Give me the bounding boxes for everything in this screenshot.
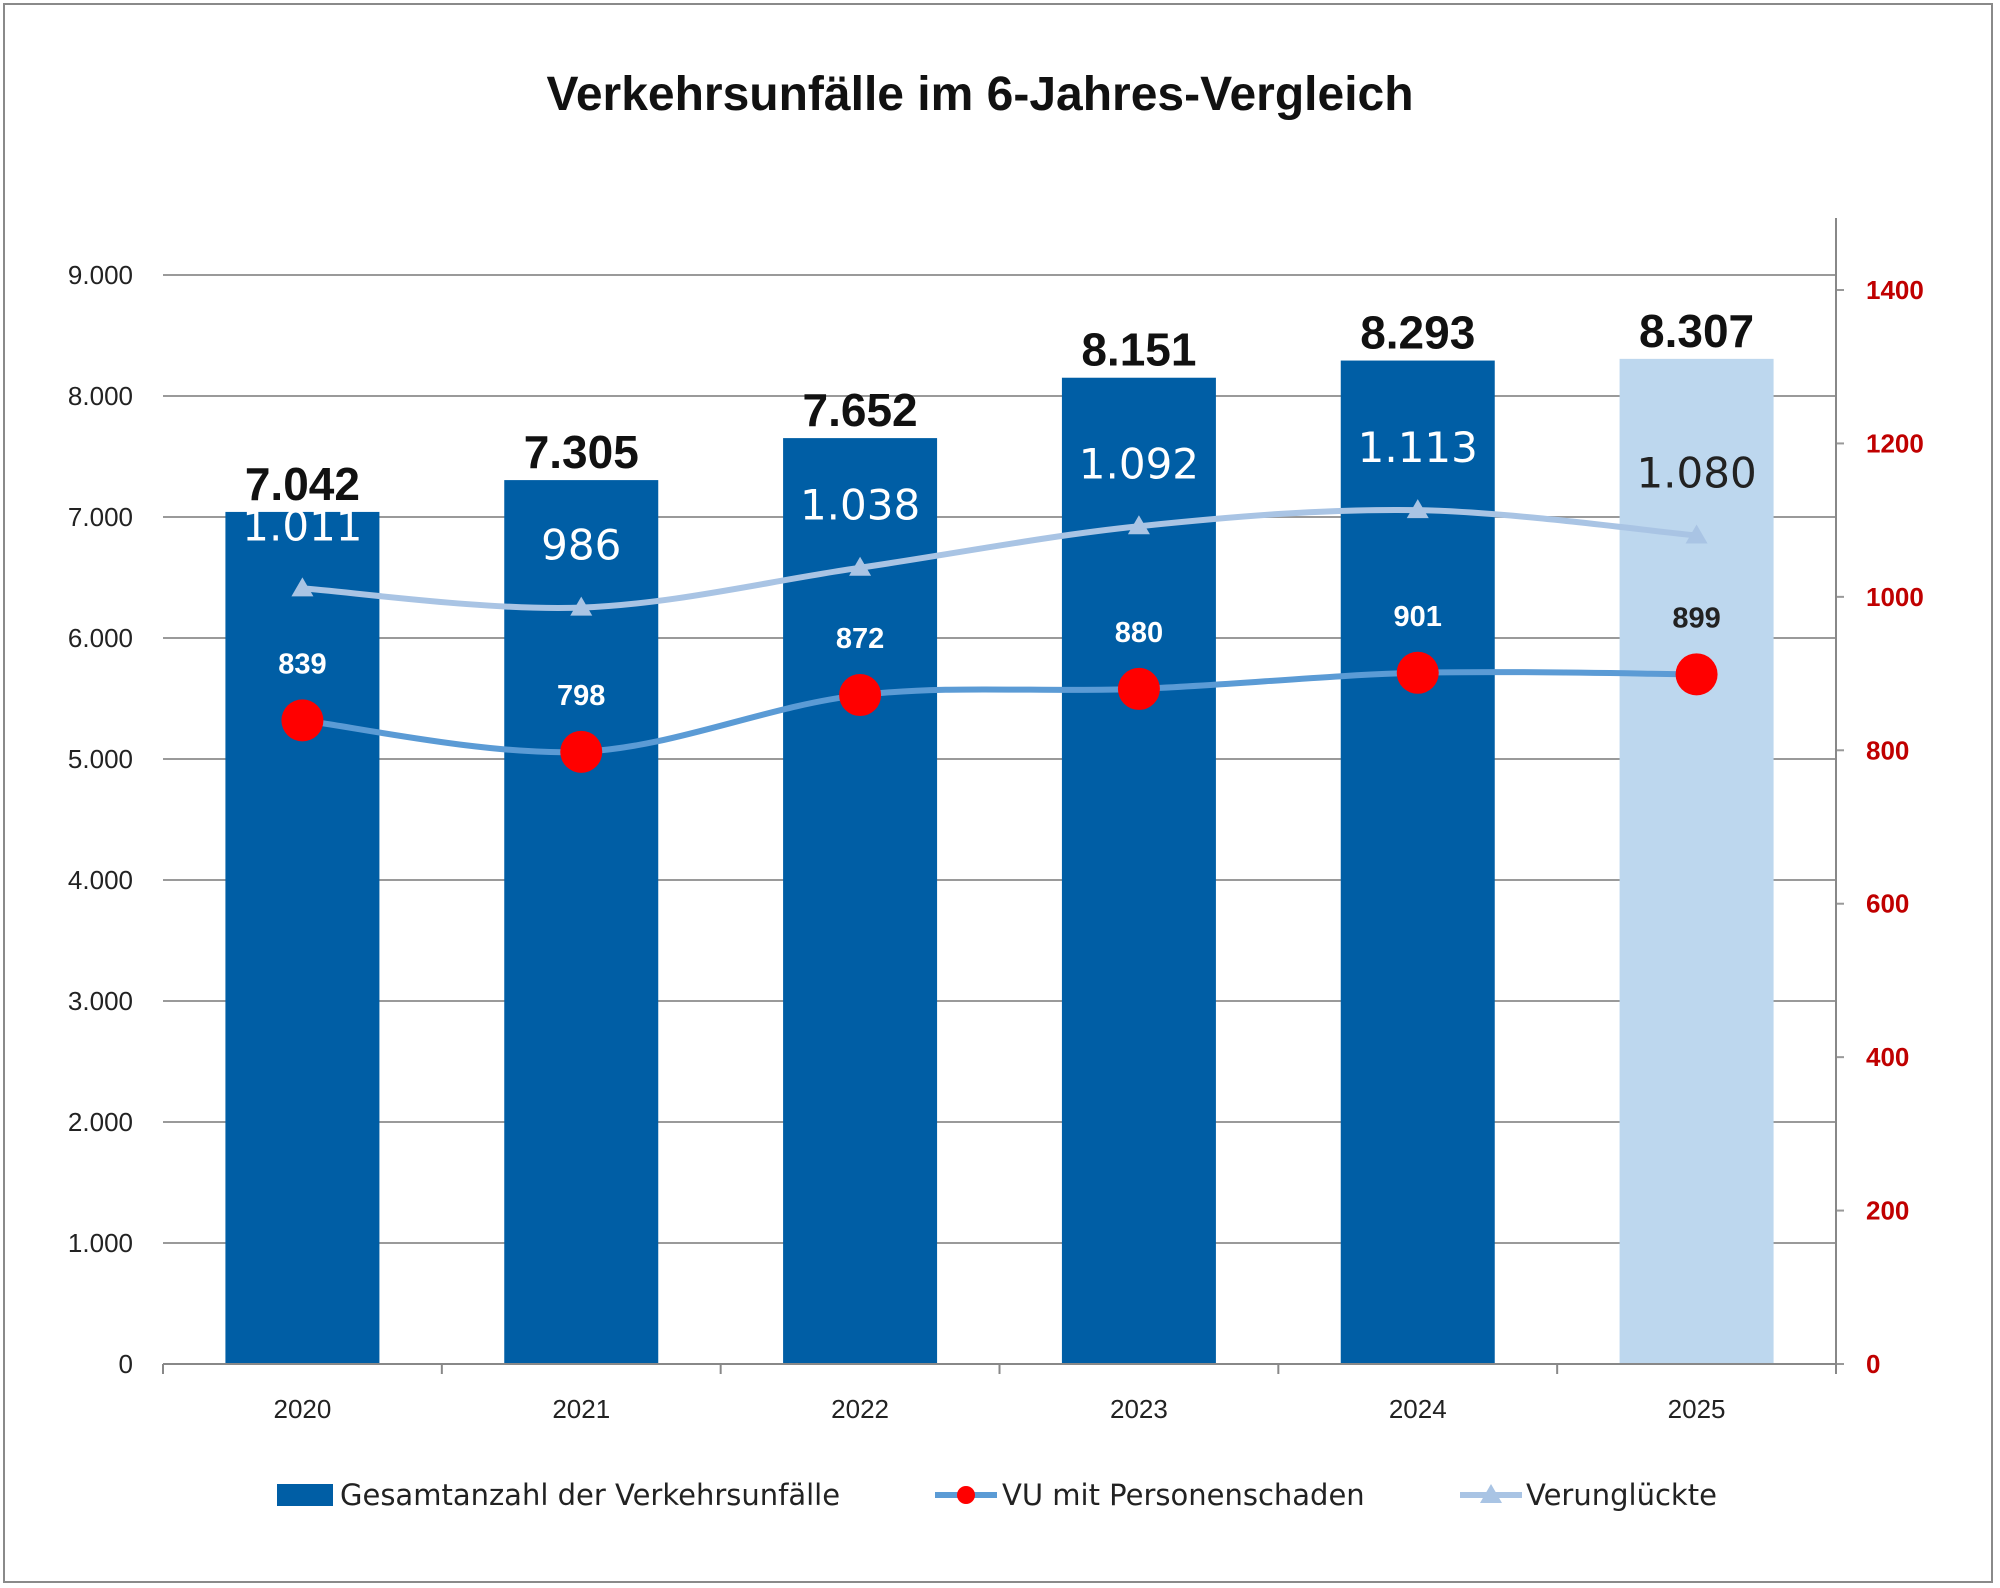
right-tick-label: 1200: [1866, 428, 1924, 458]
circle-marker: [1396, 651, 1439, 694]
x-tick-label: 2022: [831, 1394, 889, 1424]
bar-label: 8.307: [1639, 305, 1754, 357]
personenschaden-label: 798: [557, 680, 605, 712]
verunglueckte-label: 1.092: [1079, 439, 1199, 488]
personenschaden-label: 872: [836, 623, 884, 655]
circle-marker: [839, 674, 882, 717]
right-tick-label: 1000: [1866, 582, 1924, 612]
right-tick-label: 0: [1866, 1349, 1880, 1379]
legend-label-gesamt: Gesamtanzahl der Verkehrsunfälle: [340, 1478, 840, 1512]
personenschaden-label: 880: [1115, 617, 1163, 649]
left-tick-label: 7.000: [68, 502, 133, 532]
right-tick-label: 400: [1866, 1042, 1909, 1072]
legend-label-personenschaden: VU mit Personenschaden: [1002, 1478, 1365, 1512]
triangle-marker: [1685, 524, 1708, 544]
verunglueckte-label: 1.011: [242, 501, 362, 550]
bar-label: 7.042: [245, 458, 360, 510]
triangle-marker: [291, 577, 314, 597]
right-tick-label: 1400: [1866, 275, 1924, 305]
bar-2024: [1340, 360, 1495, 1364]
left-tick-label: 3.000: [68, 986, 133, 1016]
x-tick-label: 2024: [1389, 1394, 1447, 1424]
line-personenschaden: [302, 668, 1697, 756]
bar-2020: [225, 511, 380, 1365]
personenschaden-label: 839: [278, 648, 326, 680]
bar-2025: [1619, 358, 1774, 1364]
left-tick-label: 1.000: [68, 1228, 133, 1258]
circle-marker: [560, 730, 603, 773]
personenschaden-label: 899: [1672, 602, 1720, 634]
legend-bar-swatch: [277, 1484, 333, 1506]
verunglueckte-label: 1.113: [1358, 423, 1478, 472]
circle-marker: [1675, 653, 1718, 696]
right-tick-label: 800: [1866, 735, 1909, 765]
legend-triangle-icon: [1480, 1484, 1502, 1503]
bar-label: 7.652: [803, 384, 918, 436]
triangle-marker: [570, 596, 593, 616]
left-tick-label: 2.000: [68, 1107, 133, 1137]
left-tick-label: 5.000: [68, 744, 133, 774]
verunglueckte-label: 986: [541, 521, 621, 570]
left-tick-label: 4.000: [68, 865, 133, 895]
bar-label: 7.305: [524, 426, 639, 478]
legend-circle-icon: [957, 1486, 975, 1504]
x-tick-label: 2023: [1110, 1394, 1168, 1424]
personenschaden-label: 901: [1394, 601, 1442, 633]
right-tick-label: 600: [1866, 889, 1909, 919]
legend-label-verunglueckte: Verunglückte: [1526, 1478, 1717, 1512]
triangle-marker: [849, 556, 872, 576]
bar-2023: [1061, 377, 1216, 1364]
chart-title: Verkehrsunfälle im 6-Jahres-Vergleich: [546, 68, 1413, 121]
right-tick-label: 200: [1866, 1196, 1909, 1226]
x-tick-label: 2025: [1668, 1394, 1726, 1424]
verunglueckte-label: 1.080: [1636, 448, 1756, 497]
triangle-marker: [1127, 515, 1150, 535]
x-tick-label: 2020: [273, 1394, 331, 1424]
left-tick-label: 0: [119, 1349, 133, 1379]
left-tick-label: 8.000: [68, 381, 133, 411]
left-tick-label: 9.000: [68, 260, 133, 290]
verunglueckte-label: 1.038: [800, 481, 920, 530]
bar-label: 8.151: [1081, 324, 1196, 376]
left-tick-label: 6.000: [68, 623, 133, 653]
circle-marker: [1117, 667, 1160, 710]
circle-marker: [281, 699, 324, 742]
chart-frame: [3, 3, 1993, 1583]
x-tick-label: 2021: [552, 1394, 610, 1424]
bar-2022: [783, 438, 938, 1364]
bar-2021: [504, 480, 659, 1365]
triangle-marker: [1406, 499, 1429, 519]
line-verunglueckte: [302, 506, 1697, 611]
bar-label: 8.293: [1360, 307, 1475, 359]
